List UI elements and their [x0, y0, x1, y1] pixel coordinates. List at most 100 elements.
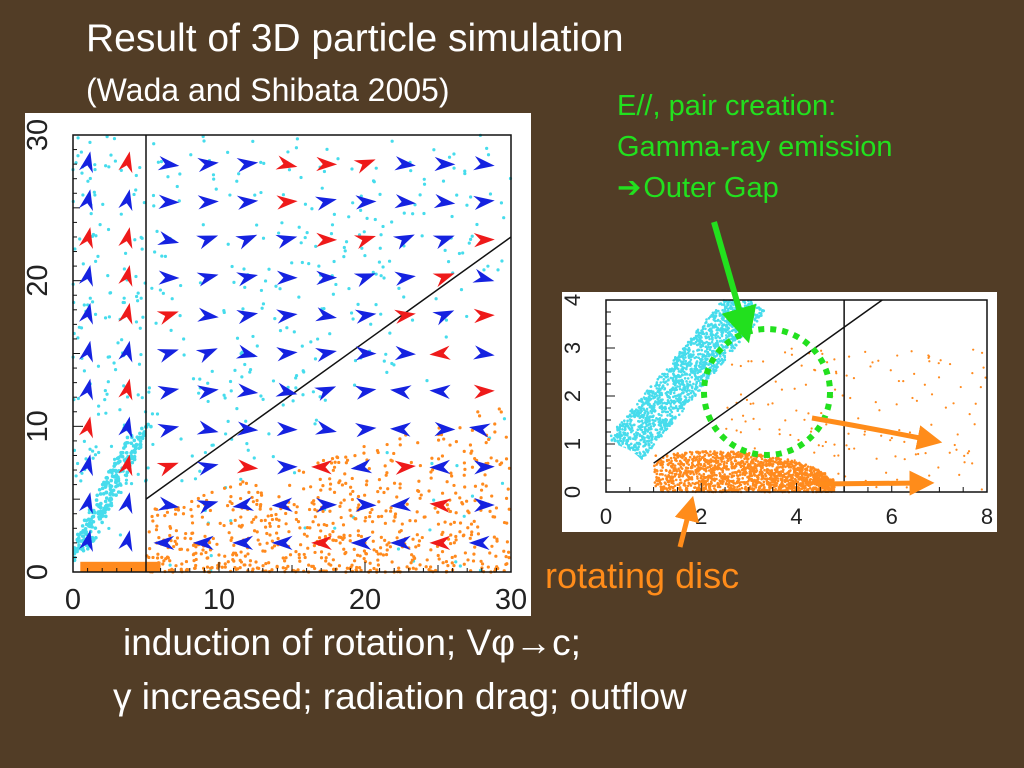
- orange-particle: [472, 552, 476, 556]
- cyan-particle: [110, 474, 115, 479]
- orange-particle: [368, 561, 372, 565]
- cyan-particle: [332, 259, 336, 264]
- orange-particle: [754, 466, 757, 469]
- orange-particle: [270, 568, 274, 572]
- cyan-particle: [118, 408, 122, 412]
- cyan-particle: [720, 361, 724, 365]
- cyan-particle: [700, 357, 703, 361]
- cyan-particle: [747, 306, 751, 310]
- cyan-particle: [252, 456, 256, 460]
- orange-particle: [663, 481, 667, 484]
- cyan-particle: [378, 246, 382, 250]
- cyan-particle: [650, 437, 654, 440]
- orange-particle: [233, 518, 237, 523]
- orange-particle: [183, 536, 187, 540]
- orange-particle: [417, 543, 421, 547]
- cyan-particle: [735, 318, 739, 321]
- orange-particle: [168, 533, 172, 538]
- orange-particle: [288, 483, 292, 487]
- orange-particle: [449, 541, 453, 546]
- orange-particle: [294, 550, 298, 554]
- cyan-particle: [650, 411, 653, 415]
- orange-particle: [717, 483, 721, 487]
- cyan-particle: [670, 367, 674, 370]
- cyan-particle: [711, 326, 715, 329]
- cyan-particle: [637, 419, 640, 423]
- cyan-particle: [98, 223, 102, 227]
- cyan-particle: [730, 346, 733, 350]
- orange-particle: [267, 561, 271, 565]
- orange-particle: [693, 486, 696, 489]
- orange-particle: [711, 467, 715, 471]
- cyan-particle: [646, 430, 650, 433]
- cyan-particle: [330, 223, 335, 227]
- cyan-particle: [88, 140, 92, 144]
- orange-particle: [182, 505, 186, 510]
- orange-particle: [448, 443, 452, 447]
- orange-particle: [208, 508, 213, 513]
- orange-particle: [758, 428, 761, 431]
- orange-particle: [669, 461, 673, 465]
- orange-particle: [768, 477, 771, 481]
- orange-particle: [699, 466, 703, 470]
- orange-particle: [984, 376, 987, 379]
- orange-particle: [409, 460, 413, 465]
- cyan-particle: [677, 413, 681, 417]
- orange-particle: [679, 472, 682, 476]
- orange-particle: [284, 556, 288, 560]
- orange-particle: [344, 550, 348, 555]
- cyan-particle: [668, 424, 671, 428]
- orange-particle: [480, 562, 485, 566]
- cyan-particle: [663, 381, 667, 384]
- cyan-particle: [232, 280, 236, 284]
- orange-particle: [803, 418, 806, 421]
- orange-particle: [486, 565, 490, 569]
- orange-particle: [458, 426, 462, 430]
- cyan-particle: [637, 445, 640, 449]
- cyan-particle: [428, 528, 432, 532]
- cyan-particle: [677, 355, 680, 359]
- orange-particle: [342, 498, 346, 502]
- orange-particle: [748, 485, 752, 488]
- cyan-particle: [178, 172, 182, 176]
- cyan-particle: [693, 356, 697, 360]
- cyan-particle: [259, 190, 263, 195]
- cyan-particle: [721, 308, 724, 312]
- orange-particle: [331, 567, 336, 571]
- cyan-particle: [698, 337, 702, 341]
- orange-particle: [811, 488, 814, 492]
- cyan-particle: [711, 352, 714, 356]
- cyan-particle: [79, 479, 83, 483]
- cyan-particle: [714, 368, 718, 372]
- orange-particle: [223, 554, 227, 558]
- cyan-particle: [695, 343, 699, 347]
- cyan-particle: [687, 364, 691, 367]
- cyan-particle: [714, 323, 717, 327]
- orange-particle: [344, 481, 348, 486]
- cyan-particle: [365, 216, 369, 220]
- orange-particle: [350, 476, 354, 481]
- cyan-particle: [203, 450, 207, 455]
- orange-particle: [756, 477, 760, 481]
- cyan-particle: [664, 428, 668, 432]
- orange-particle: [820, 349, 823, 352]
- orange-particle: [869, 365, 872, 368]
- orange-particle: [309, 485, 313, 489]
- vector-arrow: [350, 535, 372, 551]
- cyan-particle: [92, 190, 96, 194]
- cyan-particle: [660, 434, 663, 438]
- orange-particle: [171, 568, 175, 572]
- cyan-particle: [711, 359, 714, 363]
- orange-particle: [463, 485, 467, 489]
- orange-particle: [415, 510, 419, 514]
- cyan-particle: [106, 227, 111, 232]
- cyan-particle: [396, 547, 401, 551]
- orange-particle: [802, 464, 805, 468]
- orange-particle: [395, 495, 399, 499]
- orange-particle: [429, 548, 433, 552]
- cyan-particle: [640, 419, 643, 423]
- orange-particle: [973, 423, 976, 426]
- cyan-particle: [686, 389, 689, 392]
- cyan-particle: [658, 423, 662, 426]
- cyan-particle: [237, 172, 241, 176]
